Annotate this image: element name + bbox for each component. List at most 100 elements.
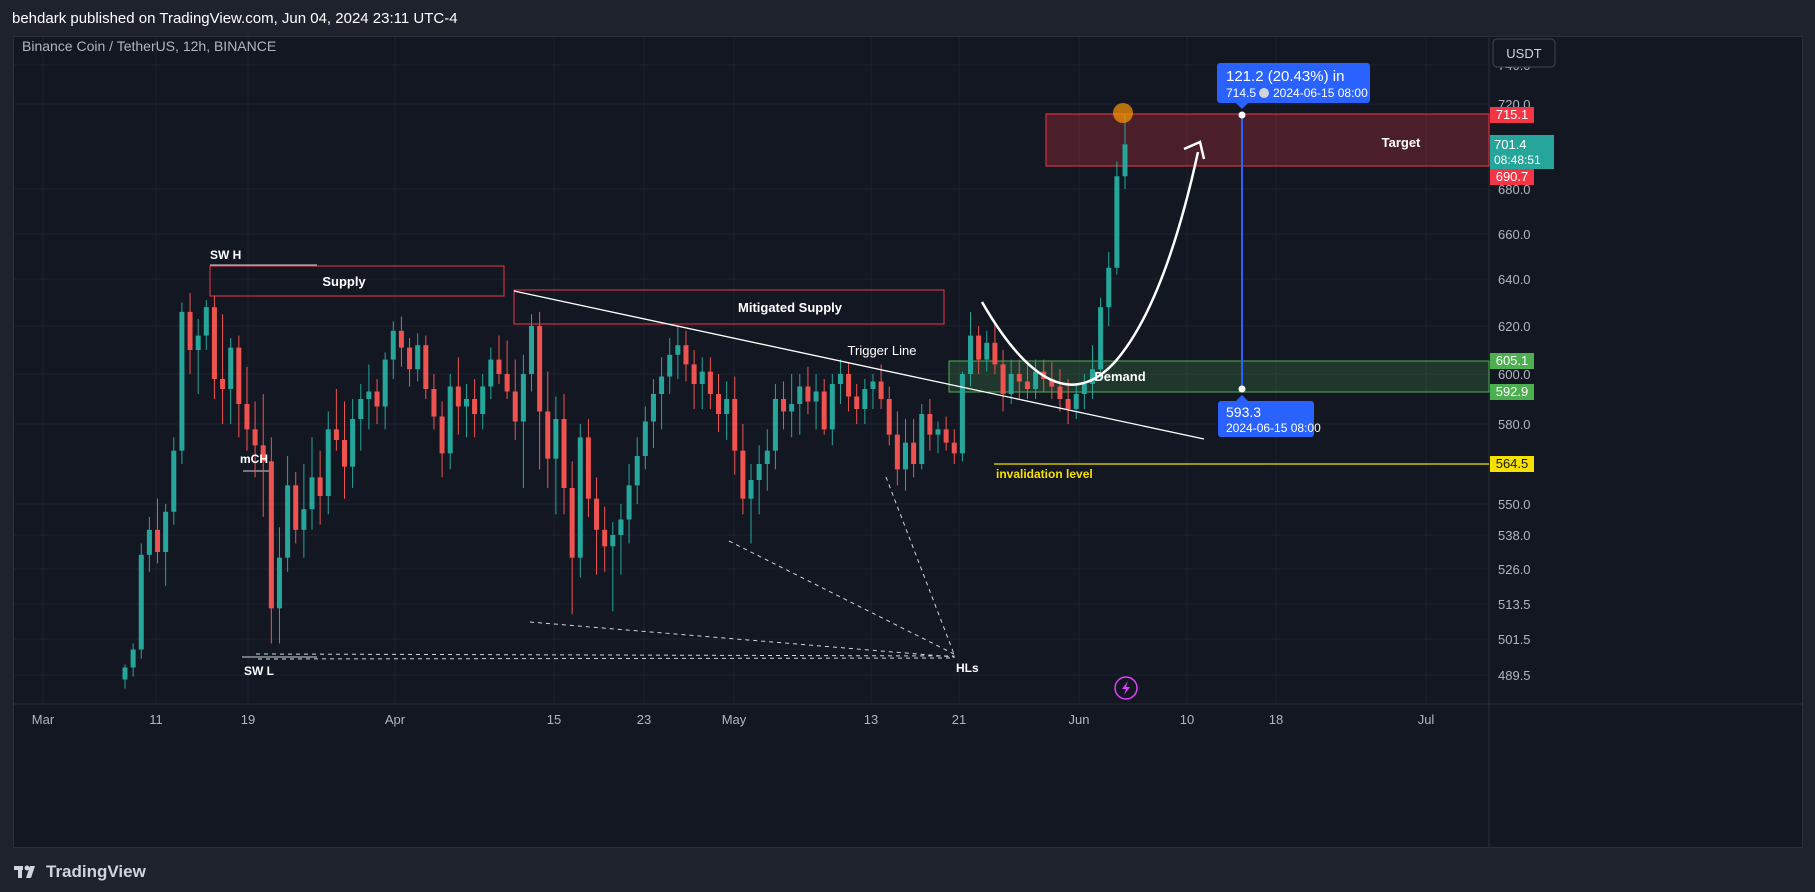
symbol-legend[interactable]: Binance Coin / TetherUS, 12h, BINANCE: [22, 38, 276, 54]
candle-body: [911, 442, 917, 464]
candle-body: [781, 399, 787, 412]
trigger-line[interactable]: [513, 290, 1205, 440]
candle-body: [724, 399, 730, 414]
badge-demand-bottom: 592.9: [1490, 384, 1534, 400]
time-tick: Mar: [32, 712, 55, 727]
badge-target-top-text: 715.1: [1496, 107, 1529, 122]
tradingview-logo-icon: [14, 865, 35, 878]
time-tick: Jun: [1069, 712, 1090, 727]
target-label: Target: [1382, 135, 1421, 150]
candle-body: [715, 394, 721, 414]
mitigated-supply-zone[interactable]: [513, 289, 945, 325]
candles-layer: [122, 114, 1128, 689]
candle-body: [951, 442, 957, 454]
hls-dashed-lines[interactable]: [255, 476, 955, 660]
badge-demand-top: 605.1: [1490, 353, 1534, 369]
candle-body: [1057, 386, 1063, 399]
chart-canvas[interactable]: 121.2 (20.43%) in 714.5 2024-06-15 08:00…: [14, 37, 1802, 847]
measure-top-datetime: 2024-06-15 08:00: [1273, 86, 1368, 100]
candle-body: [130, 649, 136, 668]
candle-body: [211, 307, 217, 379]
candle-body: [1089, 369, 1095, 384]
price-tick: 526.0: [1498, 562, 1531, 577]
lightning-icon[interactable]: [1114, 676, 1138, 700]
candle-body: [618, 519, 624, 535]
candle-body: [537, 326, 543, 412]
hls-line-1[interactable]: [255, 653, 955, 660]
candle-body: [1049, 379, 1055, 387]
candle-body: [374, 391, 380, 407]
time-tick: May: [722, 712, 747, 727]
candle-body: [1008, 374, 1014, 394]
chart-frame[interactable]: 121.2 (20.43%) in 714.5 2024-06-15 08:00…: [13, 36, 1803, 848]
trigger-line-label: Trigger Line: [848, 343, 917, 358]
candle-body: [1016, 374, 1022, 382]
projection-curve[interactable]: [980, 151, 1200, 386]
time-tick: 18: [1269, 712, 1283, 727]
price-tick: 600.0: [1498, 367, 1531, 382]
candle-body: [667, 354, 673, 377]
candle-body: [626, 485, 632, 520]
candle-body: [228, 347, 234, 389]
candle-body: [732, 399, 738, 451]
candle-body: [480, 386, 486, 414]
time-axis[interactable]: Mar 11 19 Apr 15 23 May 13 21 Jun 10 18 Jul: [32, 712, 1435, 727]
time-tick: Jul: [1418, 712, 1435, 727]
hls-label: HLs: [956, 661, 979, 675]
clock-icon: [1259, 88, 1269, 98]
badge-invalidation-text: 564.5: [1496, 456, 1529, 471]
candle-body: [472, 399, 478, 414]
candle-body: [959, 374, 965, 454]
target-zone[interactable]: [1045, 113, 1490, 167]
candle-body: [789, 404, 795, 412]
time-tick: 19: [241, 712, 255, 727]
high-marker[interactable]: [1113, 103, 1133, 123]
candle-body: [423, 345, 429, 389]
measure-bottom-price: 593.3: [1226, 404, 1261, 420]
candle-body: [927, 414, 933, 435]
price-tick: 501.5: [1498, 632, 1531, 647]
candle-body: [650, 394, 656, 422]
demand-zone[interactable]: [948, 360, 1490, 393]
badge-demand-top-text: 605.1: [1496, 353, 1529, 368]
hls-line-3[interactable]: [728, 540, 955, 655]
candle-body: [561, 419, 567, 488]
candle-body: [220, 379, 226, 389]
time-tick: 23: [637, 712, 651, 727]
projection-arrowhead: [1183, 140, 1206, 160]
candle-body: [862, 389, 868, 409]
measure-bottom-label[interactable]: 593.3 2024-06-15 08:00: [1218, 395, 1321, 437]
candle-body: [252, 429, 258, 446]
price-axis[interactable]: 740.0720.0680.0660.0640.0620.0600.0580.0…: [1498, 58, 1531, 683]
candle-body: [1122, 144, 1128, 177]
candle-body: [496, 359, 502, 374]
candle-body: [512, 391, 518, 422]
candle-body: [285, 485, 291, 558]
candle-body: [1073, 394, 1079, 409]
candle-body: [398, 330, 404, 348]
candle-body: [902, 442, 908, 470]
demand-label: Demand: [1094, 369, 1145, 384]
candle-body: [439, 416, 445, 454]
time-tick: 11: [149, 712, 163, 727]
candle-body: [805, 386, 811, 402]
supply-label: Supply: [322, 274, 366, 289]
currency-button[interactable]: USDT: [1492, 38, 1556, 68]
published-line: behdark published on TradingView.com, Ju…: [12, 9, 458, 27]
supply-zone[interactable]: [209, 265, 505, 297]
candle-body: [366, 391, 372, 399]
candle-body: [309, 477, 315, 510]
price-tick: 680.0: [1498, 182, 1531, 197]
price-tick: 660.0: [1498, 227, 1531, 242]
hls-line-2[interactable]: [529, 621, 955, 658]
candle-body: [594, 498, 600, 530]
candle-body: [1000, 364, 1006, 394]
candle-body: [390, 330, 396, 360]
candle-body: [943, 429, 949, 443]
candle-body: [707, 371, 713, 394]
candle-body: [171, 450, 177, 512]
measure-handle-top[interactable]: [1238, 111, 1246, 119]
measure-handle-bottom[interactable]: [1238, 385, 1246, 393]
candle-body: [504, 374, 510, 392]
measure-top-label[interactable]: 121.2 (20.43%) in 714.5 2024-06-15 08:00: [1217, 63, 1370, 109]
